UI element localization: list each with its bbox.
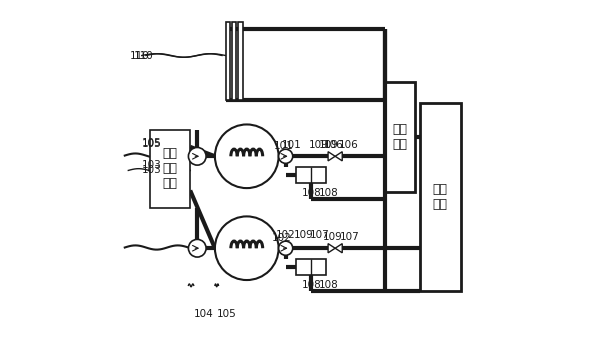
Text: 103: 103 bbox=[142, 160, 161, 170]
Text: 108: 108 bbox=[319, 280, 339, 290]
Text: 油气
分离
系统: 油气 分离 系统 bbox=[163, 147, 177, 190]
Text: 104: 104 bbox=[194, 308, 213, 319]
Text: 101: 101 bbox=[274, 141, 294, 151]
Bar bbox=[296, 259, 326, 275]
Polygon shape bbox=[335, 244, 342, 253]
Text: 109: 109 bbox=[323, 232, 343, 242]
Polygon shape bbox=[335, 152, 342, 161]
Bar bbox=[420, 103, 461, 291]
Bar bbox=[296, 167, 326, 183]
Text: 110: 110 bbox=[130, 50, 150, 60]
Text: 108: 108 bbox=[302, 188, 321, 198]
Text: 109: 109 bbox=[309, 140, 329, 150]
Text: 106: 106 bbox=[339, 140, 359, 150]
Polygon shape bbox=[328, 244, 335, 253]
Text: 109: 109 bbox=[293, 230, 313, 240]
Circle shape bbox=[215, 125, 279, 188]
Bar bbox=[226, 22, 230, 100]
Text: 102: 102 bbox=[272, 233, 292, 242]
Text: 103: 103 bbox=[142, 165, 161, 175]
Bar bbox=[238, 22, 243, 100]
Circle shape bbox=[279, 149, 293, 163]
Text: 107: 107 bbox=[310, 230, 329, 240]
Circle shape bbox=[188, 147, 206, 165]
Text: 冷却
水池: 冷却 水池 bbox=[392, 123, 407, 151]
Circle shape bbox=[279, 241, 293, 255]
Text: 109: 109 bbox=[319, 140, 339, 150]
Text: 105: 105 bbox=[142, 139, 161, 149]
Text: 101: 101 bbox=[282, 140, 301, 150]
Text: 105: 105 bbox=[217, 308, 236, 319]
Bar bbox=[232, 22, 236, 100]
Text: 102: 102 bbox=[276, 230, 296, 240]
Text: 110: 110 bbox=[134, 50, 153, 60]
Text: 106: 106 bbox=[323, 140, 343, 150]
Text: 107: 107 bbox=[340, 232, 359, 242]
Text: 105: 105 bbox=[142, 138, 161, 148]
Text: 蓄热
水池: 蓄热 水池 bbox=[433, 183, 448, 211]
Text: 108: 108 bbox=[319, 189, 339, 198]
Text: 108: 108 bbox=[302, 280, 321, 290]
Bar bbox=[385, 82, 415, 192]
Circle shape bbox=[215, 217, 279, 280]
Polygon shape bbox=[328, 152, 335, 161]
Bar bbox=[150, 130, 190, 208]
Circle shape bbox=[188, 239, 206, 257]
